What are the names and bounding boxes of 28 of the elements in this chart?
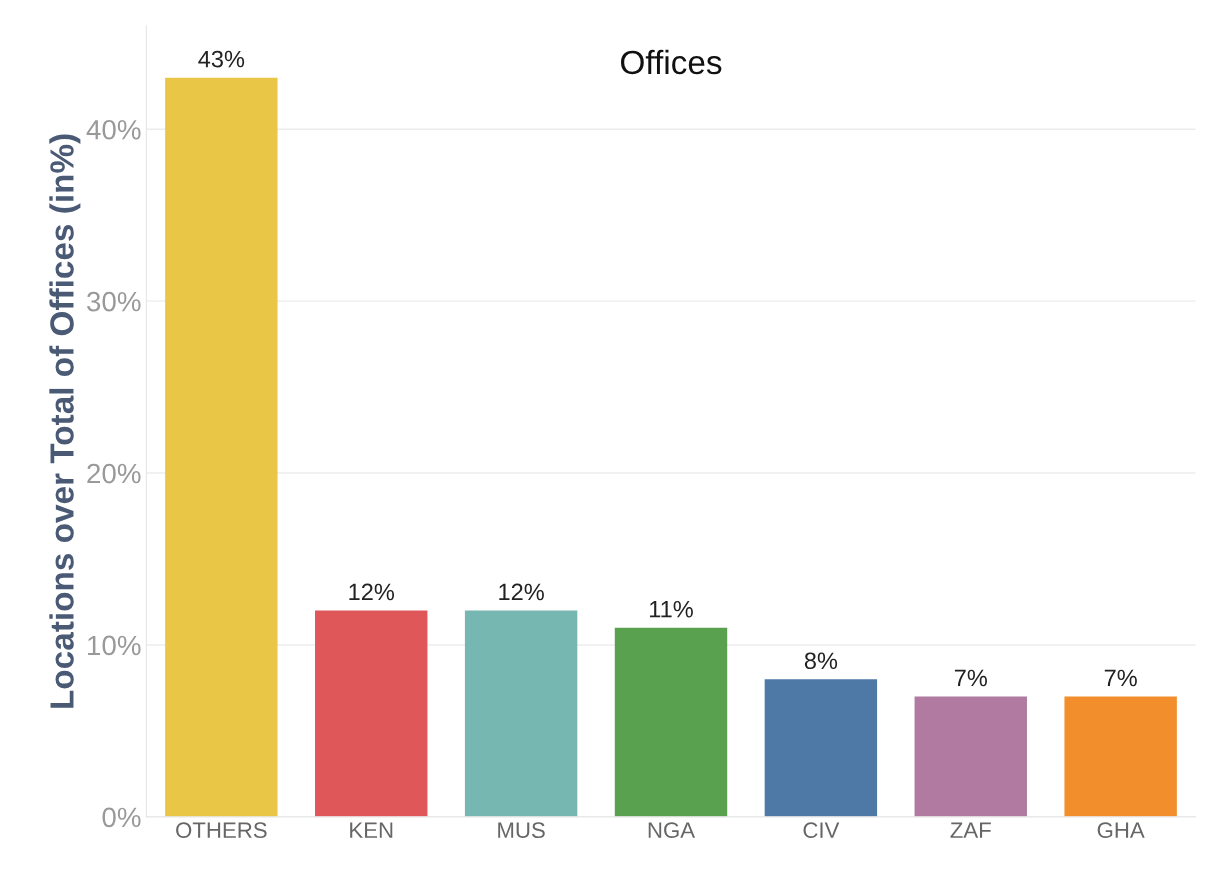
data-label: 12% — [499, 583, 544, 601]
data-label: 11% — [650, 600, 693, 618]
bar — [1064, 696, 1177, 817]
data-label: 43% — [198, 50, 245, 68]
x-tick-label: KEN — [350, 822, 393, 838]
bar — [165, 77, 278, 817]
y-tick-label: 30% — [87, 291, 141, 312]
x-tick-label: GHA — [1097, 822, 1145, 839]
y-tick-label: 20% — [87, 463, 141, 484]
data-label: 8% — [804, 652, 838, 670]
bar — [315, 610, 428, 817]
x-tick-label: NGA — [648, 822, 696, 839]
bar — [764, 679, 878, 817]
y-tick-label: 0% — [102, 807, 141, 828]
y-tick-label: 10% — [88, 635, 141, 656]
x-tick-label: MUS — [498, 822, 545, 839]
y-axis-title: Locations over Total of Offices (in%) — [49, 134, 81, 708]
x-tick-label: CIV — [803, 822, 840, 839]
data-label: 7% — [954, 669, 987, 687]
bar — [614, 627, 728, 817]
x-tick-label: OTHERS — [176, 822, 267, 839]
bar — [464, 610, 578, 817]
data-label: 12% — [349, 583, 395, 601]
x-tick-label: ZAF — [950, 822, 991, 838]
text: Offices — [621, 49, 722, 75]
y-tick-label: 40% — [86, 119, 141, 140]
data-label: 7% — [1104, 669, 1137, 687]
bar — [914, 696, 1027, 817]
